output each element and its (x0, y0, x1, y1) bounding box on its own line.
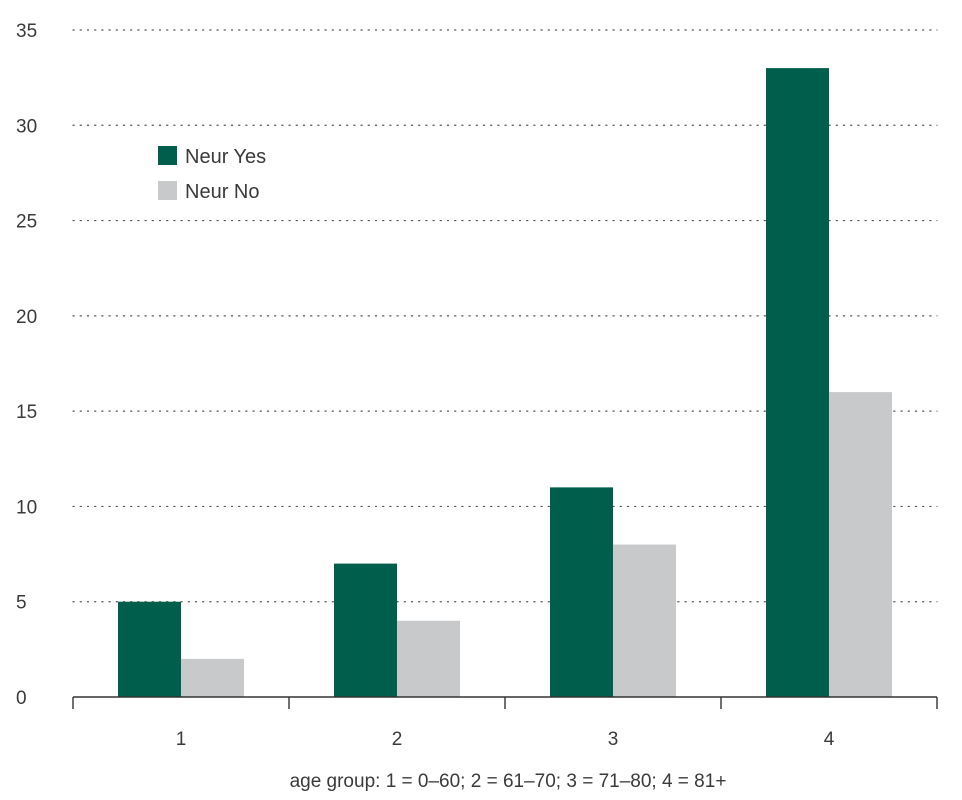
x-axis-title: age group: 1 = 0–60; 2 = 61–70; 3 = 71–8… (290, 771, 727, 792)
y-tick-label: 5 (16, 593, 27, 614)
bar-neur-yes-3 (550, 487, 613, 697)
bar-neur-yes-1 (118, 601, 181, 697)
legend: Neur Yes Neur No (158, 146, 266, 203)
bar-neur-no-4 (829, 392, 892, 697)
bar-neur-no-2 (397, 620, 460, 697)
legend-label: Neur Yes (185, 146, 266, 168)
y-tick-label: 15 (16, 402, 37, 423)
y-tick-label: 25 (16, 212, 37, 233)
x-tick-label: 4 (824, 729, 835, 750)
y-tick-label: 35 (16, 21, 37, 42)
gridlines (72, 29, 938, 603)
x-axis: 1 2 3 4 (72, 696, 938, 750)
bar-neur-no-1 (181, 658, 244, 697)
x-tick-label: 2 (392, 729, 403, 750)
legend-label: Neur No (185, 181, 259, 203)
legend-swatch-neur-yes (158, 146, 177, 165)
y-tick-label: 20 (16, 307, 37, 328)
bars (118, 68, 892, 698)
legend-swatch-neur-no (158, 181, 177, 200)
y-tick-label: 10 (16, 497, 37, 518)
bar-neur-yes-2 (334, 563, 397, 697)
x-tick-label: 1 (176, 729, 187, 750)
y-tick-label: 30 (16, 116, 37, 137)
y-axis-ticks: 0 5 10 15 20 25 30 35 (16, 21, 37, 709)
y-tick-label: 0 (16, 688, 27, 709)
bar-neur-yes-4 (766, 68, 829, 698)
bar-neur-no-3 (613, 544, 676, 697)
x-tick-label: 3 (608, 729, 619, 750)
